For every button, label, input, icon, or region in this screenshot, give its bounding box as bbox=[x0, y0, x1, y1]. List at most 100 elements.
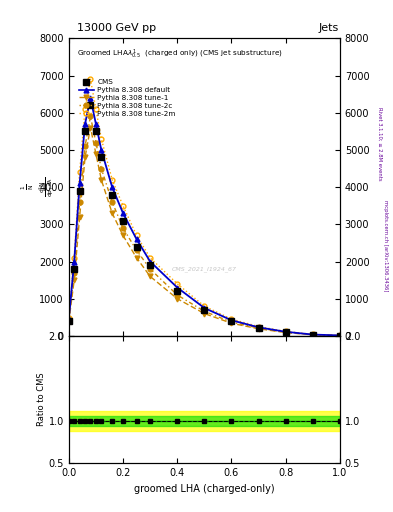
Pythia 8.308 tune-2m bbox=[83, 106, 87, 112]
CMS bbox=[94, 129, 98, 135]
Pythia 8.308 tune-2c bbox=[83, 143, 87, 150]
Pythia 8.308 tune-2c bbox=[175, 292, 180, 298]
Pythia 8.308 tune-2c bbox=[72, 270, 77, 276]
Y-axis label: $\mathregular{\frac{1}{\mathrm{N}}}$
$\mathregular{\frac{\mathrm{d}^2N}{\mathrm{: $\mathregular{\frac{1}{\mathrm{N}}}$ $\m… bbox=[20, 177, 56, 197]
Pythia 8.308 tune-2c bbox=[229, 319, 234, 325]
CMS bbox=[229, 318, 234, 324]
Pythia 8.308 tune-2m bbox=[66, 315, 71, 321]
Pythia 8.308 tune-1 bbox=[77, 214, 82, 220]
Text: Jets: Jets bbox=[318, 23, 339, 33]
Text: CMS_2021_I1924_67: CMS_2021_I1924_67 bbox=[172, 266, 237, 272]
Pythia 8.308 default bbox=[83, 121, 87, 127]
Pythia 8.308 tune-1 bbox=[121, 232, 125, 239]
Bar bbox=[69, 411, 340, 431]
CMS bbox=[72, 266, 77, 272]
CMS bbox=[148, 262, 152, 268]
Pythia 8.308 tune-1 bbox=[66, 318, 71, 325]
Pythia 8.308 tune-2c bbox=[66, 317, 71, 323]
Pythia 8.308 tune-2c bbox=[77, 199, 82, 205]
Pythia 8.308 default bbox=[99, 147, 104, 153]
Pythia 8.308 default bbox=[310, 331, 315, 337]
Pythia 8.308 tune-2c bbox=[94, 139, 98, 145]
Pythia 8.308 tune-1 bbox=[148, 273, 152, 280]
Pythia 8.308 tune-1 bbox=[94, 151, 98, 157]
Pythia 8.308 tune-2m bbox=[110, 177, 114, 183]
Pythia 8.308 default bbox=[94, 121, 98, 127]
Text: Groomed LHA$\lambda^{1}_{0.5}$  (charged only) (CMS jet substructure): Groomed LHA$\lambda^{1}_{0.5}$ (charged … bbox=[77, 47, 283, 60]
Pythia 8.308 tune-2m bbox=[148, 254, 152, 261]
CMS bbox=[134, 244, 139, 250]
Pythia 8.308 tune-2c bbox=[99, 165, 104, 172]
Pythia 8.308 tune-1 bbox=[229, 320, 234, 326]
Pythia 8.308 tune-2m bbox=[94, 106, 98, 112]
CMS bbox=[202, 307, 207, 313]
Pythia 8.308 tune-1 bbox=[134, 254, 139, 261]
Pythia 8.308 tune-2m bbox=[256, 324, 261, 330]
Y-axis label: Ratio to CMS: Ratio to CMS bbox=[37, 373, 46, 426]
Pythia 8.308 default bbox=[148, 259, 152, 265]
Pythia 8.308 tune-1 bbox=[88, 124, 93, 131]
CMS bbox=[88, 102, 93, 109]
Pythia 8.308 default bbox=[121, 210, 125, 216]
CMS bbox=[283, 329, 288, 335]
Pythia 8.308 default bbox=[88, 95, 93, 101]
Pythia 8.308 tune-2m bbox=[310, 331, 315, 337]
Pythia 8.308 tune-1 bbox=[256, 326, 261, 332]
X-axis label: groomed LHA (charged-only): groomed LHA (charged-only) bbox=[134, 484, 275, 494]
CMS bbox=[110, 191, 114, 198]
Pythia 8.308 default bbox=[256, 324, 261, 330]
CMS bbox=[121, 218, 125, 224]
Pythia 8.308 tune-1 bbox=[110, 210, 114, 216]
Pythia 8.308 tune-2m bbox=[88, 76, 93, 82]
CMS bbox=[66, 318, 71, 324]
Pythia 8.308 default bbox=[202, 305, 207, 311]
Text: mcplots.cern.ch [arXiv:1306.3436]: mcplots.cern.ch [arXiv:1306.3436] bbox=[384, 200, 388, 291]
Pythia 8.308 tune-1 bbox=[72, 277, 77, 283]
Pythia 8.308 default bbox=[175, 285, 180, 291]
Pythia 8.308 tune-1 bbox=[310, 332, 315, 338]
CMS bbox=[256, 325, 261, 331]
Pythia 8.308 tune-2c bbox=[256, 325, 261, 331]
Pythia 8.308 tune-2c bbox=[88, 114, 93, 120]
Text: Rivet 3.1.10; ≥ 2.8M events: Rivet 3.1.10; ≥ 2.8M events bbox=[377, 106, 382, 180]
Pythia 8.308 tune-2m bbox=[202, 303, 207, 309]
Pythia 8.308 tune-2m bbox=[77, 169, 82, 175]
Pythia 8.308 default bbox=[229, 317, 234, 323]
Pythia 8.308 default bbox=[72, 259, 77, 265]
Pythia 8.308 tune-2c bbox=[338, 332, 342, 338]
Bar bbox=[69, 416, 340, 426]
CMS bbox=[310, 332, 315, 338]
Legend: CMS, Pythia 8.308 default, Pythia 8.308 tune-1, Pythia 8.308 tune-2c, Pythia 8.3: CMS, Pythia 8.308 default, Pythia 8.308 … bbox=[78, 78, 177, 118]
Pythia 8.308 tune-2m bbox=[283, 328, 288, 334]
Line: Pythia 8.308 default: Pythia 8.308 default bbox=[66, 95, 342, 338]
Pythia 8.308 tune-2m bbox=[134, 232, 139, 239]
Line: Pythia 8.308 tune-2c: Pythia 8.308 tune-2c bbox=[66, 114, 342, 338]
CMS bbox=[175, 288, 180, 294]
Pythia 8.308 tune-2m bbox=[229, 316, 234, 322]
Pythia 8.308 tune-2c bbox=[148, 266, 152, 272]
Pythia 8.308 tune-1 bbox=[338, 332, 342, 338]
Pythia 8.308 tune-2c bbox=[310, 332, 315, 338]
CMS bbox=[77, 188, 82, 194]
CMS bbox=[99, 154, 104, 160]
Pythia 8.308 tune-2c bbox=[134, 247, 139, 253]
Pythia 8.308 default bbox=[110, 184, 114, 190]
Pythia 8.308 tune-2m bbox=[338, 332, 342, 338]
Pythia 8.308 tune-2c bbox=[283, 329, 288, 335]
Text: 13000 GeV pp: 13000 GeV pp bbox=[77, 23, 156, 33]
Pythia 8.308 tune-2c bbox=[121, 225, 125, 231]
Pythia 8.308 tune-2c bbox=[110, 199, 114, 205]
Pythia 8.308 tune-2c bbox=[202, 308, 207, 314]
Pythia 8.308 tune-1 bbox=[202, 310, 207, 316]
Pythia 8.308 tune-2m bbox=[175, 281, 180, 287]
CMS bbox=[83, 129, 87, 135]
Pythia 8.308 tune-2m bbox=[121, 203, 125, 209]
Pythia 8.308 tune-1 bbox=[99, 177, 104, 183]
CMS bbox=[338, 332, 342, 338]
Pythia 8.308 tune-1 bbox=[283, 329, 288, 335]
Pythia 8.308 tune-2m bbox=[99, 136, 104, 142]
Pythia 8.308 tune-1 bbox=[83, 154, 87, 160]
Pythia 8.308 tune-2m bbox=[72, 254, 77, 261]
Pythia 8.308 default bbox=[77, 180, 82, 186]
Line: Pythia 8.308 tune-1: Pythia 8.308 tune-1 bbox=[66, 125, 342, 338]
